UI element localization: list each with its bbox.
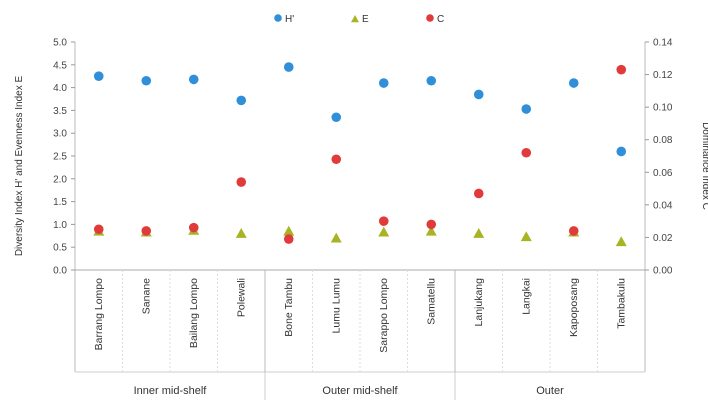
data-point-e — [615, 236, 627, 247]
category-label: Barrang Lompo — [93, 278, 105, 351]
data-point-h — [568, 78, 579, 88]
data-point-c — [378, 216, 389, 226]
data-point-c — [426, 219, 437, 230]
right-tick-label: 0.02 — [653, 233, 673, 244]
data-point-h — [236, 95, 247, 106]
left-tick-label: 0.0 — [53, 266, 67, 277]
category-label: Kapoposang — [568, 278, 580, 337]
left-tick-label: 0.5 — [53, 243, 67, 254]
data-point-e — [473, 228, 485, 238]
group-label: Outer mid-shelf — [322, 385, 398, 397]
data-point-c — [188, 222, 199, 233]
data-point-c — [93, 224, 104, 235]
left-tick-label: 1.5 — [53, 197, 67, 208]
y-axis-left-title: Diversity Index H' and Evenness Index E — [14, 76, 25, 257]
category-label: Samatellu — [425, 278, 437, 325]
left-tick-label: 2.0 — [53, 174, 67, 185]
right-tick-label: 0.00 — [653, 266, 673, 277]
right-tick-label: 0.14 — [653, 38, 673, 49]
legend-marker-c — [426, 14, 434, 22]
data-point-h — [521, 104, 532, 114]
category-label: Tambakulu — [615, 278, 627, 329]
data-point-e — [283, 225, 295, 236]
left-tick-label: 2.5 — [53, 152, 67, 163]
group-label: Inner mid-shelf — [134, 385, 208, 397]
left-tick-label: 3.0 — [53, 129, 67, 140]
right-tick-label: 0.12 — [653, 70, 673, 81]
legend-marker-e — [351, 15, 359, 23]
legend-label: C — [437, 14, 444, 25]
left-tick-label: 3.5 — [53, 106, 67, 117]
data-point-h — [616, 146, 627, 157]
data-point-e — [235, 228, 247, 238]
legend-label: E — [362, 14, 369, 25]
right-tick-label: 0.08 — [653, 135, 673, 146]
category-label: Sanane — [140, 278, 152, 314]
category-label: Langkai — [520, 278, 532, 315]
data-point-c — [331, 154, 342, 165]
data-point-e — [520, 231, 532, 242]
data-point-h — [426, 75, 437, 86]
left-tick-label: 1.0 — [53, 220, 67, 231]
right-tick-label: 0.06 — [653, 168, 673, 179]
data-point-e — [330, 232, 342, 243]
left-tick-label: 4.5 — [53, 60, 67, 71]
data-point-h — [331, 112, 342, 123]
category-label: Lanjukang — [473, 278, 485, 327]
right-tick-label: 0.04 — [653, 200, 673, 211]
category-label: Polewali — [235, 278, 247, 317]
category-label: Bone Tambu — [283, 278, 295, 337]
data-point-c — [521, 147, 532, 158]
data-point-h — [93, 71, 104, 81]
data-point-h — [188, 74, 199, 85]
left-tick-label: 5.0 — [53, 38, 67, 49]
data-point-e — [425, 225, 437, 236]
data-point-c — [283, 234, 294, 244]
data-point-h — [378, 78, 389, 88]
data-point-e — [378, 226, 390, 237]
legend-marker-h — [274, 14, 282, 22]
category-label: Lumu Lumu — [330, 278, 342, 334]
data-point-h — [141, 75, 152, 86]
right-tick-label: 0.10 — [653, 103, 673, 114]
left-tick-label: 4.0 — [53, 83, 67, 94]
legend-label: H' — [285, 14, 294, 25]
data-point-c — [141, 226, 152, 236]
category-label: Bailang Lompo — [188, 278, 200, 348]
data-point-c — [473, 188, 484, 199]
data-point-c — [568, 226, 579, 236]
y-axis-right-title: Dominance Index C — [700, 122, 708, 210]
group-label: Outer — [536, 385, 564, 397]
data-point-c — [616, 64, 627, 75]
data-point-h — [473, 89, 484, 100]
data-point-c — [236, 177, 247, 187]
category-label: Sarappo Lompo — [378, 278, 390, 353]
data-point-h — [283, 62, 294, 72]
